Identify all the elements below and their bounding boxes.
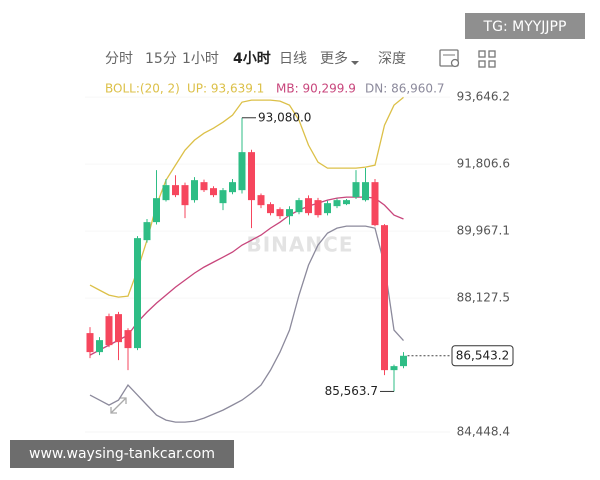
toolbar-tab[interactable]: 分时	[105, 51, 133, 67]
candle-body	[143, 222, 151, 241]
candle-body	[162, 185, 170, 201]
candle-body	[96, 340, 103, 353]
watermark-box: TG: MYYJJPP	[465, 13, 585, 39]
toolbar-tab[interactable]: 1小时	[182, 51, 219, 67]
icon-cell	[478, 50, 486, 58]
expand-icon[interactable]	[110, 397, 127, 414]
candle-body	[181, 185, 189, 206]
candle-body	[115, 314, 122, 343]
candle-body	[390, 366, 398, 371]
candle-body	[124, 330, 132, 349]
candle-body	[105, 316, 113, 346]
y-tick-label: 89,967.1	[457, 224, 510, 238]
icon-cell	[478, 60, 486, 68]
toolbar-tab[interactable]: 15分	[145, 51, 177, 67]
toolbar-tab[interactable]: 更多	[320, 50, 348, 67]
watermark-text: TG: MYYJJPP	[483, 19, 567, 35]
y-tick-label: 91,806.6	[457, 157, 510, 171]
candle-body	[333, 200, 341, 207]
toolbar-tab[interactable]: 深度	[378, 51, 406, 67]
candle-body	[400, 355, 407, 367]
indicator-label: MB: 90,299.9	[276, 82, 356, 96]
toolbar-tab[interactable]: 日线	[279, 51, 307, 67]
y-tick-label: 88,127.5	[457, 291, 510, 305]
icon-arrow	[120, 397, 127, 404]
candle-body	[371, 182, 379, 226]
candle-body	[324, 203, 331, 214]
candle-body	[210, 188, 217, 196]
candle-body	[362, 182, 369, 201]
indicator-name: BOLL:(20, 2)	[105, 82, 180, 96]
last-price-label: 86,543.2	[456, 348, 509, 362]
candle-body	[134, 238, 141, 349]
candle-body	[191, 180, 198, 201]
candle-body	[305, 198, 312, 214]
indicator-label: UP: 93,639.1	[187, 82, 264, 96]
layout-icon[interactable]	[478, 50, 496, 68]
icon-cell	[488, 50, 496, 58]
candle-body	[343, 200, 350, 205]
footer-text: www.waysing-tankcar.com	[29, 446, 215, 462]
candle-body	[86, 333, 94, 353]
icon-cell	[488, 60, 496, 68]
candle-body	[314, 200, 322, 216]
candle-body	[172, 185, 179, 196]
indicator-line	[89, 96, 404, 298]
candle-body	[219, 190, 227, 204]
candle-body	[229, 182, 236, 193]
logo-watermark: BINANCE	[247, 233, 354, 257]
candle-body	[267, 204, 274, 214]
dropdown-arrow	[351, 61, 359, 65]
candle-body	[248, 152, 255, 201]
toolbar-icons	[439, 49, 496, 68]
y-tick-label: 84,448.4	[457, 425, 510, 439]
footer-bg	[10, 440, 234, 468]
candle-body	[381, 225, 388, 371]
y-tick-label: 93,646.2	[457, 90, 510, 104]
candle-body	[276, 209, 284, 217]
indicator-line	[89, 196, 404, 356]
candle-body	[286, 209, 293, 217]
candle-body	[238, 152, 246, 191]
icon-line	[110, 397, 127, 414]
candle-body	[257, 195, 265, 206]
indicator-label: DN: 86,960.7	[365, 82, 445, 96]
icon-gear	[450, 58, 460, 68]
candle-body	[153, 198, 160, 223]
candle-body	[200, 182, 208, 191]
indicator-line	[89, 225, 404, 423]
candle-body	[295, 200, 303, 213]
icon-arrow	[110, 407, 117, 414]
watermark-bg	[465, 13, 585, 39]
settings-icon[interactable]	[439, 49, 460, 68]
last-price-box	[451, 345, 514, 367]
candle-body	[352, 182, 360, 198]
high-label: 93,080.0	[258, 110, 311, 124]
icon-frame	[439, 49, 459, 67]
low-label: 85,563.7	[325, 384, 378, 398]
toolbar-tab[interactable]: 4小时	[233, 50, 271, 67]
